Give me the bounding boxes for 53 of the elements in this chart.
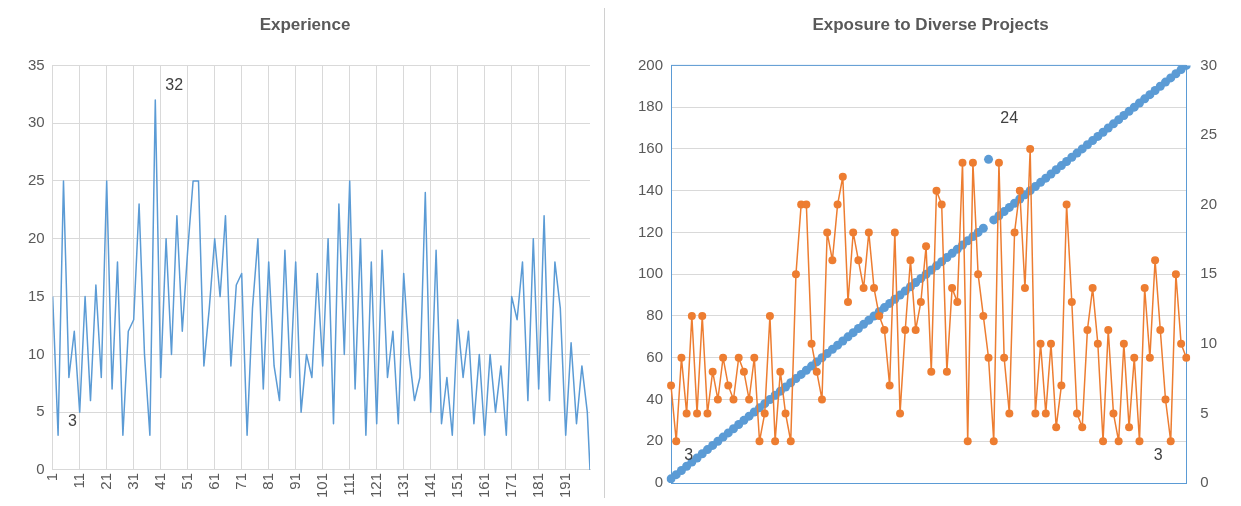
x-tick-label: 181 [528, 472, 546, 498]
x-tick-label: 21 [96, 472, 114, 490]
x-tick-label: 141 [420, 472, 438, 498]
x-tick-label: 11 [69, 472, 87, 489]
x-tick-label: 151 [447, 472, 465, 498]
y-tick-label: 30 [28, 113, 45, 131]
chart-title: Experience [259, 14, 351, 34]
y-tick-label: 20 [28, 228, 45, 246]
x-tick-label: 131 [393, 472, 411, 498]
y-tick-label: 180 [638, 97, 664, 115]
y-tick-label: 60 [646, 347, 664, 365]
annotation: 24 [1000, 109, 1019, 127]
y-tick-label: 160 [638, 139, 664, 157]
y-tick-label: 0 [36, 460, 45, 478]
annotation: 3 [684, 445, 694, 463]
x-tick-label: 61 [204, 472, 222, 490]
y-tick-label: 10 [28, 344, 45, 362]
y-tick-label: 140 [638, 180, 664, 198]
y-tick-label: 0 [654, 473, 664, 491]
x-tick-label: 81 [258, 472, 276, 490]
x-tick-label: 51 [177, 472, 195, 490]
x-tick-label: 41 [150, 472, 168, 490]
y2-tick-label: 20 [1200, 194, 1217, 212]
x-tick-label: 161 [474, 472, 492, 498]
x-tick-label: 1 [42, 472, 60, 482]
y2-tick-label: 5 [1200, 403, 1209, 421]
annotation: 3 [68, 411, 78, 429]
y-tick-label: 100 [638, 264, 664, 282]
x-tick-label: 31 [123, 472, 141, 490]
annotation: 32 [165, 76, 184, 94]
y2-tick-label: 15 [1200, 264, 1217, 282]
x-tick-label: 171 [501, 472, 519, 498]
x-tick-label: 111 [339, 472, 357, 496]
y2-tick-label: 10 [1200, 333, 1217, 351]
y-tick-label: 200 [638, 55, 664, 73]
y-tick-label: 20 [646, 431, 664, 449]
y2-tick-label: 25 [1200, 125, 1217, 143]
y-tick-label: 120 [638, 222, 664, 240]
chart-title: Exposure to Diverse Projects [812, 14, 1049, 34]
y-tick-label: 15 [28, 286, 45, 304]
x-tick-label: 71 [231, 472, 249, 490]
x-tick-label: 121 [366, 472, 384, 498]
y2-tick-label: 30 [1200, 55, 1217, 73]
x-tick-label: 191 [555, 472, 573, 498]
y-tick-label: 35 [28, 55, 45, 73]
y-tick-label: 40 [646, 389, 664, 407]
annotation: 3 [1153, 445, 1163, 463]
y-tick-label: 5 [36, 402, 45, 420]
y-tick-label: 25 [28, 171, 45, 189]
y2-tick-label: 0 [1200, 473, 1209, 491]
x-tick-label: 91 [285, 472, 303, 490]
y-tick-label: 80 [646, 306, 664, 324]
x-tick-label: 101 [312, 472, 330, 498]
